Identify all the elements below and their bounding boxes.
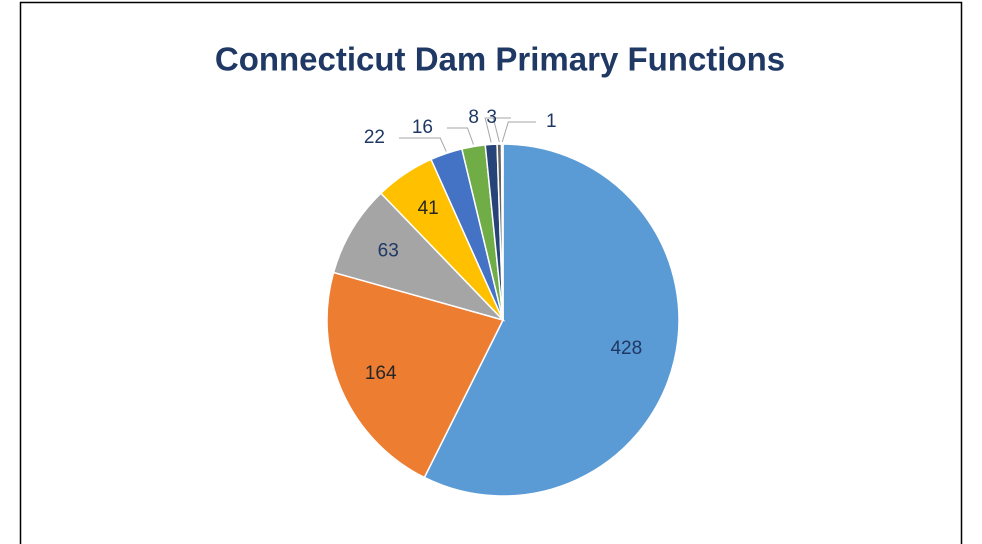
data-label: 428 <box>610 338 642 359</box>
data-label: 164 <box>365 363 397 384</box>
pie-slice <box>332 192 506 322</box>
leader-line <box>492 117 511 143</box>
data-label: 8 <box>468 107 479 128</box>
data-label: 22 <box>364 127 385 148</box>
data-label: 3 <box>486 107 497 128</box>
leader-line <box>399 137 447 152</box>
chart-title: Connecticut Dam Primary Functions <box>215 41 785 78</box>
pie-slice <box>423 143 680 497</box>
data-label: 41 <box>418 198 439 219</box>
leader-line <box>447 127 474 145</box>
pie-slice <box>326 271 505 479</box>
data-label: 63 <box>378 240 399 261</box>
leader-line <box>484 117 493 143</box>
leader-line <box>501 121 536 143</box>
frame <box>19 1 963 544</box>
pie-slice <box>500 143 504 321</box>
data-label: 16 <box>412 117 433 138</box>
data-label: 1 <box>546 111 557 132</box>
